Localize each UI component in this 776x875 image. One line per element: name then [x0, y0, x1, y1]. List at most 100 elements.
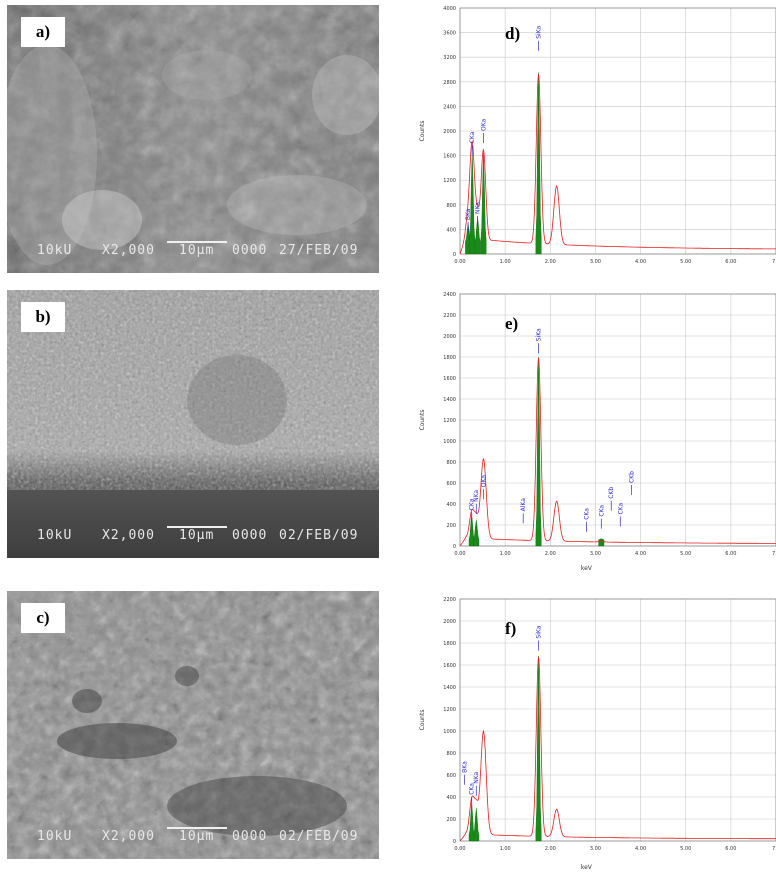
x-tick-label: 1.00: [500, 846, 511, 852]
scale-bar: [167, 827, 227, 829]
y-tick-label: 200: [446, 523, 456, 529]
x-tick-label: 0.00: [454, 259, 465, 265]
panel-label: e): [505, 314, 519, 333]
green-peak: [535, 656, 542, 842]
y-tick-label: 800: [446, 203, 456, 209]
eds-spectrum-f: 0.00 1.00 2.00 3.00 4.00 5.00 6.00 7.0 0 200 400 60…: [410, 591, 776, 875]
y-tick-label: 1800: [443, 641, 456, 647]
sem-scale-label: 10μm: [179, 243, 215, 258]
sem-image-number: 0000: [232, 829, 268, 844]
x-tick-label: 7.0: [772, 551, 776, 557]
x-axis-label: keV: [581, 565, 593, 572]
peak-label: SiKa: [536, 625, 543, 638]
panel-label: f): [505, 619, 517, 638]
y-tick-label: 1600: [443, 154, 456, 160]
y-tick-label: 1000: [443, 729, 456, 735]
peak-label: BKa: [462, 761, 469, 773]
x-tick-label: 4.00: [635, 846, 646, 852]
eds-chart-f: 0.00 1.00 2.00 3.00 4.00 5.00 6.00 7.0 0 200 400 60…: [419, 597, 776, 871]
y-tick-label: 0: [453, 839, 456, 845]
peak-label: CKa: [598, 505, 605, 517]
y-tick-label: 400: [446, 502, 456, 508]
green-peak: [535, 356, 542, 547]
x-tick-label: 5.00: [680, 551, 691, 557]
x-tick-label: 3.00: [590, 551, 601, 557]
scale-bar: [167, 241, 227, 243]
x-tick-label: 7.0: [772, 259, 776, 265]
y-tick-label: 1600: [443, 663, 456, 669]
y-tick-label: 2200: [443, 597, 456, 603]
x-tick-label: 5.00: [680, 259, 691, 265]
x-tick-label: 1.00: [500, 551, 511, 557]
peak-label: SiKa: [536, 25, 543, 38]
sem-date: 02/FEB/09: [279, 528, 359, 543]
y-tick-label: 3600: [443, 31, 456, 37]
y-tick-label: 1800: [443, 355, 456, 361]
y-tick-label: 1200: [443, 178, 456, 184]
green-peak: [598, 538, 605, 547]
y-tick-label: 2000: [443, 619, 456, 625]
sem-voltage: 10kU: [37, 829, 73, 844]
peak-label: SiKa: [536, 328, 543, 341]
plot-frame: [459, 7, 776, 255]
y-axis-label: Counts: [419, 410, 426, 431]
green-peak: [474, 217, 481, 255]
sem-image-number: 0000: [232, 528, 268, 543]
panel-label: c): [21, 603, 65, 633]
y-axis-label: Counts: [419, 121, 426, 142]
x-tick-label: 2.00: [545, 846, 556, 852]
peak-label: OKa: [480, 475, 487, 488]
sem-texture-c: [7, 591, 379, 859]
peak-label: OKa: [480, 118, 487, 131]
y-tick-label: 200: [446, 817, 456, 823]
sem-date: 02/FEB/09: [279, 829, 359, 844]
peak-label: CKa: [469, 131, 476, 143]
sem-image-c: c) 10kU X2,000 10μm 0000 02/FEB/09: [7, 591, 379, 859]
eds-spectrum-d: 0.00 1.00 2.00 3.00 4.00 5.00 6.00 7.0 0 400 800 12…: [410, 0, 776, 272]
eds-spectrum-e: 0.00 1.00 2.00 3.00 4.00 5.00 6.00 7.0 0 200 400 60…: [410, 288, 776, 578]
sem-scale-label: 10μm: [179, 829, 215, 844]
y-tick-label: 2000: [443, 129, 456, 135]
green-peak: [535, 72, 542, 255]
x-tick-label: 2.00: [545, 551, 556, 557]
green-peak: [480, 152, 487, 255]
peak-label: AlKa: [520, 498, 527, 512]
sem-info-bar: 10kU X2,000 10μm 0000 27/FEB/09: [7, 243, 379, 263]
peak-label: NKa: [475, 202, 482, 214]
panel-label: d): [505, 24, 521, 43]
green-peak: [473, 807, 480, 842]
sem-scale-label: 10μm: [179, 528, 215, 543]
x-tick-label: 3.00: [590, 846, 601, 852]
y-tick-label: 1000: [443, 439, 456, 445]
peak-label: CKb: [608, 487, 615, 499]
x-tick-label: 1.00: [500, 259, 511, 265]
y-tick-label: 400: [446, 795, 456, 801]
y-tick-label: 0: [453, 252, 456, 258]
peak-label: BKa: [465, 208, 472, 220]
peak-label: CKb: [629, 471, 636, 483]
y-tick-label: 800: [446, 751, 456, 757]
peak-label: CKa: [583, 508, 590, 520]
y-tick-label: 1400: [443, 685, 456, 691]
y-axis-label: Counts: [419, 710, 426, 731]
y-tick-label: 2000: [443, 334, 456, 340]
peak-label: CKa: [469, 783, 476, 795]
panel-label: b): [21, 302, 65, 332]
x-tick-label: 6.00: [725, 551, 736, 557]
y-tick-label: 1200: [443, 707, 456, 713]
eds-chart-d: 0.00 1.00 2.00 3.00 4.00 5.00 6.00 7.0 0 400 800 12…: [419, 6, 776, 265]
sem-info-bar: 10kU X2,000 10μm 0000 02/FEB/09: [7, 829, 379, 849]
sem-voltage: 10kU: [37, 528, 73, 543]
x-tick-label: 4.00: [635, 551, 646, 557]
plot-frame: [459, 598, 776, 842]
y-tick-label: 2400: [443, 104, 456, 110]
x-tick-label: 3.00: [590, 259, 601, 265]
x-tick-label: 2.00: [545, 259, 556, 265]
y-tick-label: 3200: [443, 55, 456, 61]
y-tick-label: 2800: [443, 80, 456, 86]
x-tick-label: 0.00: [454, 551, 465, 557]
spectrum-line: [459, 357, 776, 547]
x-tick-label: 0.00: [454, 846, 465, 852]
y-tick-label: 2200: [443, 313, 456, 319]
sem-magnification: X2,000: [102, 528, 155, 543]
